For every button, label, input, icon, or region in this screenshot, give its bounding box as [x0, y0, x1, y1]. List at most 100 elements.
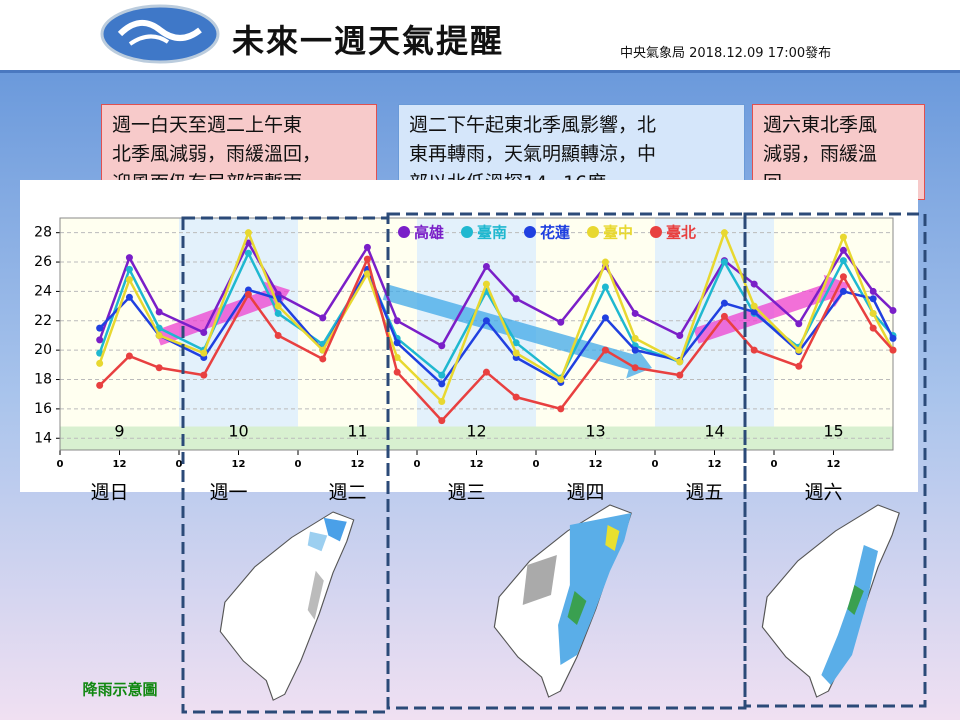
plot: 14 16 18 20 22 24 26 28 0 12 0 12 0 12 0 12 0 12 0 12 0 12 9 10… [34, 217, 897, 470]
point [438, 371, 446, 379]
point [438, 417, 446, 425]
y-tick-label: 20 [34, 342, 52, 358]
point [125, 254, 133, 262]
note-line: 東再轉雨，天氣明顯轉涼，中 [409, 143, 657, 165]
point [512, 295, 520, 303]
point [96, 359, 104, 367]
point [363, 243, 371, 251]
x-tick-label: 0 [414, 459, 421, 470]
trend-arrow [155, 281, 290, 346]
legend-label: 臺南 [477, 224, 507, 242]
legend-swatch [587, 226, 599, 238]
point [319, 355, 327, 363]
point [125, 293, 133, 301]
weekday: 週五 [685, 482, 723, 504]
point [869, 309, 877, 317]
point [889, 307, 897, 315]
weekday: 週三 [447, 482, 485, 504]
point [363, 255, 371, 263]
x-tick-label: 12 [827, 459, 841, 470]
point [601, 258, 609, 266]
point [96, 336, 104, 344]
point [720, 312, 728, 320]
day-label: 15 [823, 422, 843, 441]
point [795, 362, 803, 370]
series-line [98, 257, 894, 422]
point [631, 346, 639, 354]
point [512, 393, 520, 401]
note-line: 週一白天至週二上午東 [112, 114, 303, 136]
point [720, 258, 728, 266]
point [363, 270, 371, 278]
x-tick-label: 12 [351, 459, 365, 470]
point [482, 280, 490, 288]
point [244, 229, 252, 237]
y-tick-label: 16 [34, 401, 52, 417]
point [393, 353, 401, 361]
point [319, 314, 327, 322]
note-line: 週六東北季風 [763, 114, 878, 136]
y-tick-label: 18 [34, 372, 52, 388]
frame [743, 212, 927, 708]
point [889, 334, 897, 342]
point [676, 358, 684, 366]
legend-swatch [461, 226, 473, 238]
point [839, 273, 847, 281]
x-tick-label: 12 [470, 459, 484, 470]
legend-label: 臺中 [603, 224, 633, 242]
day-label: 12 [466, 422, 486, 441]
point [839, 246, 847, 254]
point [393, 317, 401, 325]
point [601, 283, 609, 291]
point [795, 346, 803, 354]
point [557, 318, 565, 326]
point [557, 376, 565, 384]
point [482, 317, 490, 325]
point [96, 381, 104, 389]
weekday: 週二 [328, 482, 366, 504]
point [155, 331, 163, 339]
point [631, 334, 639, 342]
note-line: 北季風減弱，雨緩溫回， [112, 143, 322, 165]
day-label: 10 [228, 422, 248, 441]
point [676, 331, 684, 339]
trend-arrow [382, 284, 653, 379]
point [393, 339, 401, 347]
point [889, 346, 897, 354]
weekday: 週四 [566, 482, 604, 504]
point [869, 295, 877, 303]
point [750, 346, 758, 354]
point [482, 262, 490, 270]
point [557, 405, 565, 413]
point [869, 324, 877, 332]
note-line: 減弱，雨緩溫 [763, 143, 878, 165]
point [750, 308, 758, 316]
y-tick-label: 28 [34, 225, 52, 241]
x-tick-label: 0 [57, 459, 64, 470]
point [274, 331, 282, 339]
point [438, 380, 446, 388]
legend-label: 高雄 [414, 224, 444, 242]
point [125, 352, 133, 360]
day-label: 13 [585, 422, 605, 441]
point [244, 249, 252, 257]
point [676, 371, 684, 379]
point [512, 349, 520, 357]
header: 未來一週天氣提醒 中央氣象局 2018.12.09 17:00發布 [0, 0, 960, 73]
point [274, 309, 282, 317]
x-tick-label: 0 [533, 459, 540, 470]
point [244, 290, 252, 298]
point [438, 342, 446, 350]
y-tick-label: 22 [34, 313, 52, 329]
point [319, 346, 327, 354]
point [795, 320, 803, 328]
note-line: 週二下午起東北季風影響，北 [409, 114, 657, 136]
point [631, 309, 639, 317]
point [200, 329, 208, 337]
series-line [98, 231, 895, 403]
point [631, 364, 639, 372]
point [125, 265, 133, 273]
y-tick-label: 14 [34, 430, 52, 446]
point [244, 239, 252, 247]
